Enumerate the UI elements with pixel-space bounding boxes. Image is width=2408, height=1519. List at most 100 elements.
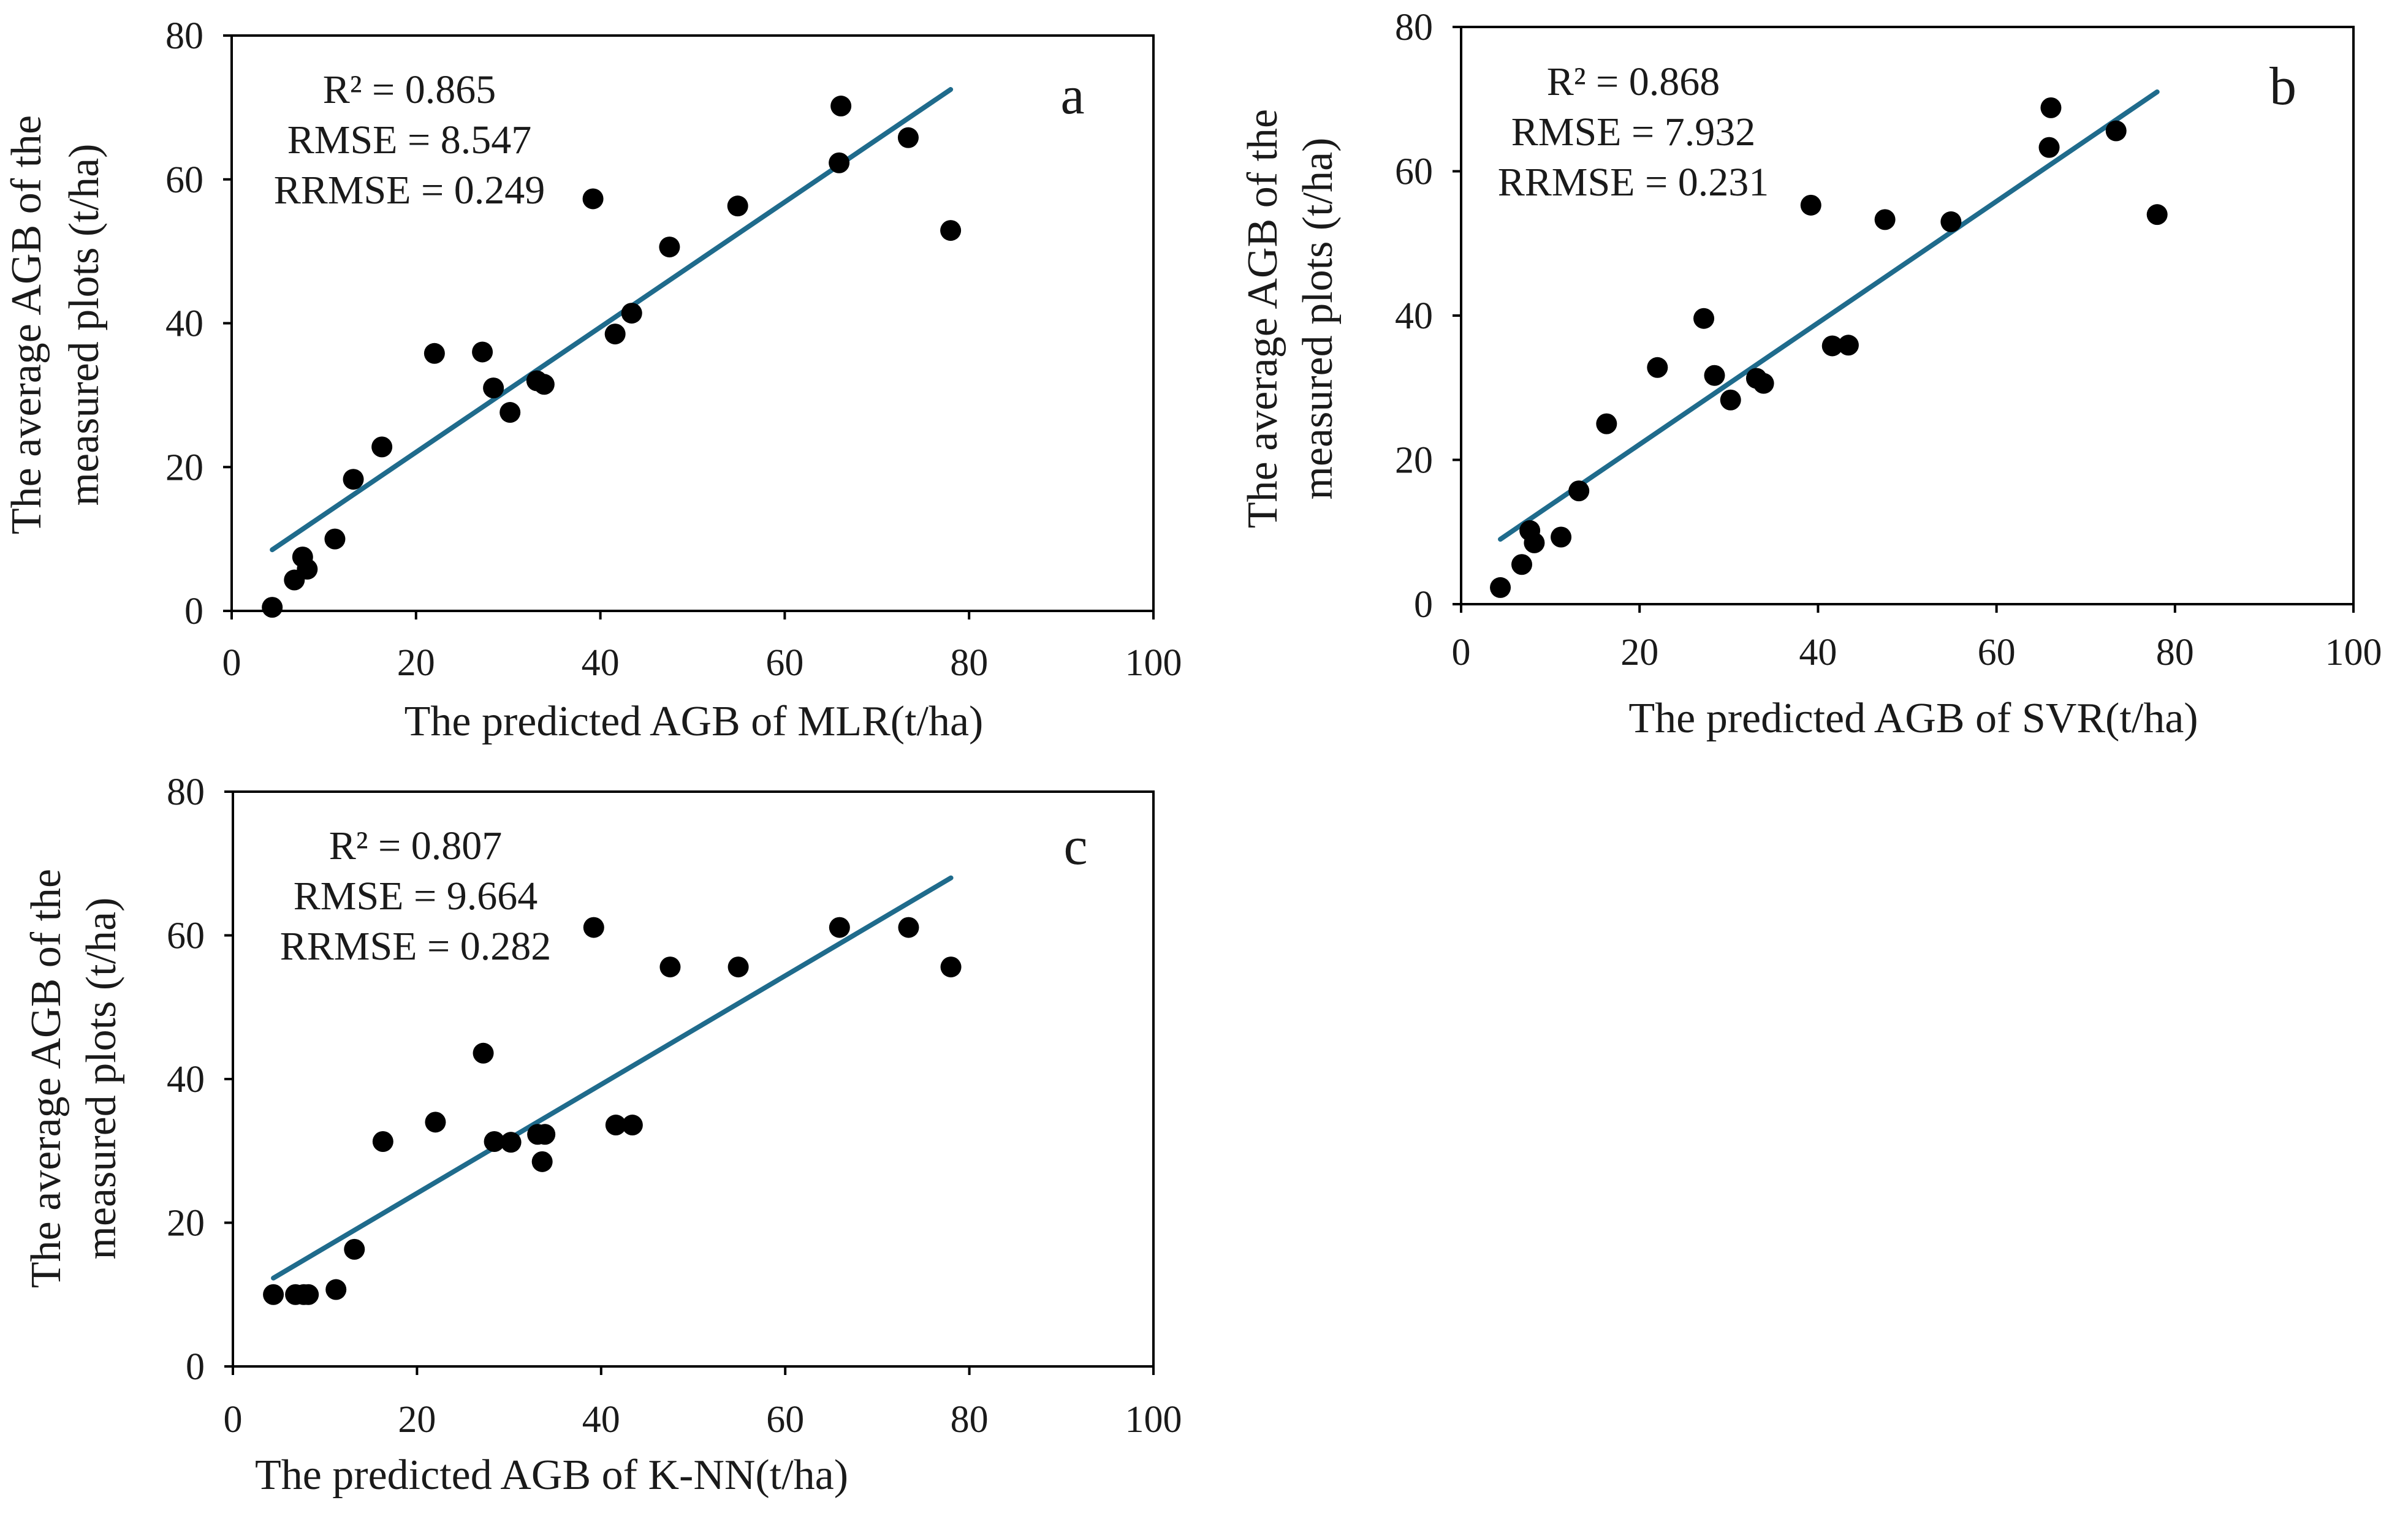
data-point [605, 1115, 626, 1136]
y-tick-label: 20 [165, 447, 203, 488]
x-tick-label: 100 [2325, 632, 2382, 673]
data-point [262, 597, 283, 618]
data-point [472, 341, 493, 363]
x-tick-label: 100 [1125, 1399, 1182, 1441]
y-tick-label: 0 [1414, 584, 1433, 626]
data-point [423, 343, 445, 364]
data-point [583, 917, 604, 938]
stat-text: RMSE = 7.932 [1511, 110, 1755, 154]
x-axis-title: The predicted AGB of SVR(t/ha) [1628, 695, 2198, 742]
data-point [372, 1131, 393, 1153]
data-point [2146, 204, 2168, 225]
panel-label: b [2269, 57, 2296, 116]
data-point [263, 1284, 284, 1305]
data-point [297, 558, 318, 580]
x-tick-label: 60 [765, 642, 803, 684]
data-point [829, 917, 850, 938]
y-tick-label: 40 [165, 303, 203, 345]
stat-text: R² = 0.807 [329, 824, 503, 868]
data-point [1874, 209, 1896, 230]
x-tick-label: 40 [582, 642, 620, 684]
stat-text: RRMSE = 0.282 [280, 924, 551, 969]
x-tick-label: 40 [582, 1399, 620, 1441]
y-tick-label: 60 [1395, 151, 1433, 193]
data-point [1551, 526, 1572, 548]
data-point [1753, 373, 1774, 394]
y-axis-title: measured plots (t/ha) [1294, 138, 1342, 500]
data-point [659, 237, 680, 258]
data-point [2105, 120, 2127, 142]
x-tick-label: 20 [1620, 632, 1658, 673]
x-tick-label: 60 [1978, 632, 2016, 673]
data-point [343, 469, 364, 490]
data-point [500, 1132, 522, 1153]
data-point [1511, 554, 1533, 575]
data-point [533, 374, 555, 395]
x-tick-label: 100 [1125, 642, 1182, 684]
y-axis-title: measured plots (t/ha) [61, 144, 108, 506]
y-tick-label: 40 [167, 1059, 205, 1100]
trend-line [1498, 89, 2160, 542]
x-axis-title: The predicted AGB of K-NN(t/ha) [255, 1452, 848, 1499]
data-point [324, 528, 346, 550]
chart-panel-b: 0 20 40 60 80 0 20 40 60 80 100 R² = 0.868 RMSE = 7.… [1239, 7, 2382, 742]
stat-text: RMSE = 9.664 [294, 874, 537, 919]
data-point [499, 402, 521, 423]
y-tick-label: 80 [167, 771, 205, 813]
stat-text: R² = 0.865 [323, 67, 496, 112]
chart-panel-c: 0 20 40 60 80 0 20 40 60 80 100 R² = 0.807 RMSE = 9.… [23, 771, 1182, 1499]
data-point [473, 1042, 494, 1064]
trend-line [271, 875, 954, 1281]
data-point [298, 1284, 319, 1305]
y-tick-label: 60 [167, 915, 205, 957]
x-tick-label: 0 [222, 642, 241, 684]
x-tick-label: 0 [224, 1399, 243, 1441]
y-axis-title: The average AGB of the [23, 869, 70, 1288]
data-point [484, 1131, 505, 1153]
panel-label: a [1060, 66, 1084, 126]
data-point [1704, 365, 1725, 386]
x-tick-label: 60 [766, 1399, 804, 1441]
y-axis-title: The average AGB of the [3, 115, 50, 534]
y-tick-label: 0 [184, 591, 203, 632]
data-point [425, 1112, 446, 1133]
data-point [325, 1279, 347, 1300]
y-tick-label: 20 [1395, 440, 1433, 482]
data-point [1821, 335, 1843, 357]
data-point [940, 956, 962, 978]
stat-text: RMSE = 8.547 [287, 118, 531, 162]
x-tick-label: 0 [1452, 632, 1471, 673]
data-point [1647, 357, 1668, 378]
data-point [2038, 137, 2060, 158]
y-tick-label: 40 [1395, 295, 1433, 337]
x-tick-label: 80 [2156, 632, 2194, 673]
chart-panel-a: 0 20 40 60 80 0 20 40 60 80 100 R² = 0.865 RMSE = 8.… [3, 15, 1182, 745]
data-point [1940, 211, 1962, 232]
y-tick-label: 80 [1395, 7, 1433, 48]
data-point [531, 1151, 553, 1172]
data-point [534, 1124, 556, 1145]
data-point [1800, 194, 1821, 216]
data-point [1524, 532, 1545, 553]
data-point [1693, 308, 1715, 329]
data-point [727, 956, 749, 978]
y-axis-title: measured plots (t/ha) [78, 898, 125, 1260]
x-tick-label: 80 [950, 642, 988, 684]
y-tick-label: 80 [165, 15, 203, 57]
data-point [1720, 389, 1741, 411]
data-point [898, 917, 919, 938]
data-point [897, 127, 919, 148]
data-point [621, 303, 642, 324]
data-point [2040, 97, 2062, 118]
stat-text: RRMSE = 0.231 [1498, 160, 1769, 205]
x-tick-label: 20 [398, 1399, 436, 1441]
y-tick-label: 20 [167, 1203, 205, 1244]
data-point [1837, 335, 1859, 356]
data-point [1596, 413, 1617, 434]
data-point [344, 1238, 365, 1260]
stat-text: R² = 0.868 [1547, 59, 1720, 104]
panel-label: c [1063, 817, 1087, 876]
x-tick-label: 20 [397, 642, 435, 684]
stat-text: RRMSE = 0.249 [274, 168, 545, 213]
